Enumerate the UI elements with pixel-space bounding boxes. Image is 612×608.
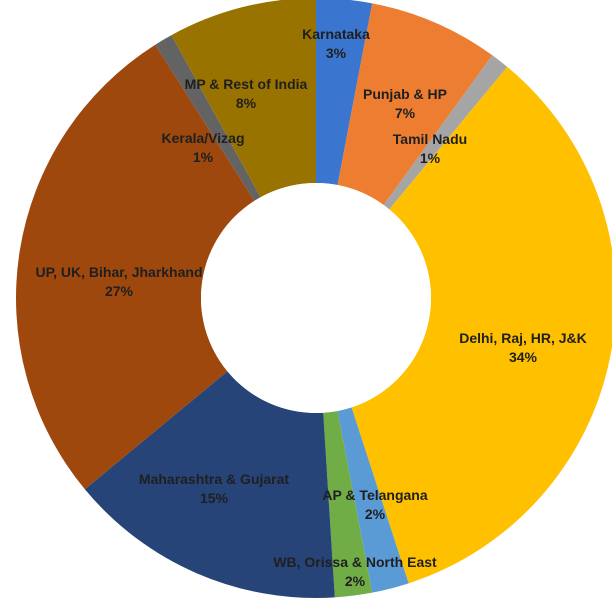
slice-percent-label: 15% — [200, 490, 229, 506]
slice-category-label: Punjab & HP — [363, 86, 447, 102]
slice-category-label: Delhi, Raj, HR, J&K — [459, 330, 587, 346]
slice-category-label: WB, Orissa & North East — [273, 554, 437, 570]
slice-category-label: AP & Telangana — [322, 487, 428, 503]
slice-maharashtra-gujarat — [84, 371, 335, 599]
data-label: WB, Orissa & North East 2% — [273, 554, 437, 589]
data-label: MP & Rest of India 8% — [185, 76, 308, 111]
slice-karnataka — [316, 0, 373, 186]
slice-percent-label: 34% — [509, 349, 538, 365]
data-label: Delhi, Raj, HR, J&K 34% — [459, 330, 587, 365]
slice-category-label: Karnataka — [302, 26, 370, 42]
data-label: Maharashtra & Gujarat 15% — [139, 471, 289, 506]
data-label: UP, UK, Bihar, Jharkhand 27% — [35, 264, 202, 299]
slice-wb-orissa-north-east — [323, 410, 373, 598]
data-label: Tamil Nadu 1% — [393, 131, 467, 166]
slice-category-label: Tamil Nadu — [393, 131, 467, 147]
data-label: AP & Telangana 2% — [322, 487, 428, 522]
slice-tamil-nadu — [383, 55, 508, 210]
data-label: Punjab & HP 7% — [363, 86, 447, 121]
slice-percent-label: 2% — [345, 573, 366, 589]
slice-percent-label: 7% — [395, 105, 416, 121]
slice-percent-label: 1% — [420, 150, 441, 166]
slice-mp-rest-of-india — [171, 0, 316, 198]
slice-percent-label: 3% — [326, 45, 347, 61]
slice-category-label: UP, UK, Bihar, Jharkhand — [35, 264, 202, 280]
slice-category-label: Kerala/Vizag — [161, 130, 244, 146]
data-label: Kerala/Vizag 1% — [161, 130, 244, 165]
slice-kerala-vizag — [155, 35, 261, 201]
slice-category-label: MP & Rest of India — [185, 76, 308, 92]
data-label: Karnataka 3% — [302, 26, 370, 61]
slice-up-uk-bihar-jharkhand — [15, 44, 255, 490]
slice-category-label: Maharashtra & Gujarat — [139, 471, 289, 487]
slice-group — [15, 0, 612, 599]
slice-percent-label: 27% — [105, 283, 134, 299]
slice-percent-label: 2% — [365, 506, 386, 522]
label-group: Karnataka 3% Punjab & HP 7% Tamil Nadu 1% Delh… — [35, 26, 586, 589]
slice-percent-label: 8% — [236, 95, 257, 111]
donut-hole — [201, 183, 431, 413]
slice-delhi-raj-hr-j-k — [351, 66, 612, 584]
slice-ap-telangana — [337, 407, 409, 593]
slice-percent-label: 1% — [193, 149, 214, 165]
slice-punjab-hp — [337, 3, 493, 205]
